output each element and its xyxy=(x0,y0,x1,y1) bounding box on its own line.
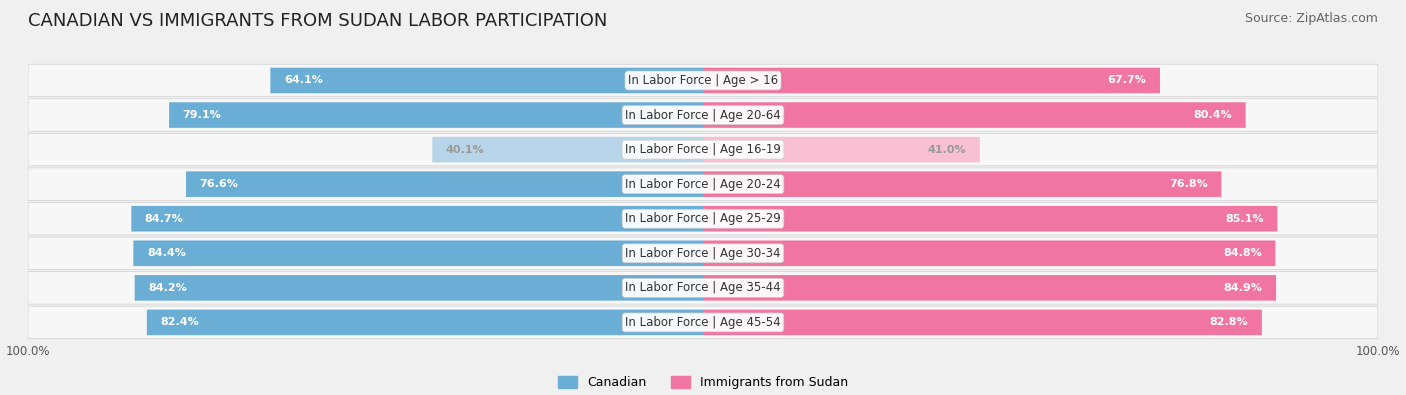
Text: 40.1%: 40.1% xyxy=(446,145,485,154)
Text: 64.1%: 64.1% xyxy=(284,75,323,85)
Text: 84.2%: 84.2% xyxy=(148,283,187,293)
Text: In Labor Force | Age > 16: In Labor Force | Age > 16 xyxy=(628,74,778,87)
Text: 82.4%: 82.4% xyxy=(160,318,200,327)
Text: In Labor Force | Age 25-29: In Labor Force | Age 25-29 xyxy=(626,212,780,225)
Text: 82.8%: 82.8% xyxy=(1209,318,1249,327)
FancyBboxPatch shape xyxy=(703,206,1278,231)
Text: 76.8%: 76.8% xyxy=(1168,179,1208,189)
Text: 84.8%: 84.8% xyxy=(1223,248,1261,258)
FancyBboxPatch shape xyxy=(703,275,1277,301)
Text: CANADIAN VS IMMIGRANTS FROM SUDAN LABOR PARTICIPATION: CANADIAN VS IMMIGRANTS FROM SUDAN LABOR … xyxy=(28,12,607,30)
FancyBboxPatch shape xyxy=(703,102,1246,128)
FancyBboxPatch shape xyxy=(169,102,703,128)
Text: In Labor Force | Age 45-54: In Labor Force | Age 45-54 xyxy=(626,316,780,329)
FancyBboxPatch shape xyxy=(432,137,703,162)
Text: 41.0%: 41.0% xyxy=(928,145,966,154)
Text: 79.1%: 79.1% xyxy=(183,110,221,120)
Text: 84.7%: 84.7% xyxy=(145,214,184,224)
FancyBboxPatch shape xyxy=(131,206,703,231)
FancyBboxPatch shape xyxy=(146,310,703,335)
FancyBboxPatch shape xyxy=(28,306,1378,339)
FancyBboxPatch shape xyxy=(134,241,703,266)
FancyBboxPatch shape xyxy=(135,275,703,301)
Text: In Labor Force | Age 30-34: In Labor Force | Age 30-34 xyxy=(626,247,780,260)
FancyBboxPatch shape xyxy=(703,171,1222,197)
Text: Source: ZipAtlas.com: Source: ZipAtlas.com xyxy=(1244,12,1378,25)
Text: 84.9%: 84.9% xyxy=(1223,283,1263,293)
FancyBboxPatch shape xyxy=(28,134,1378,166)
FancyBboxPatch shape xyxy=(703,310,1261,335)
FancyBboxPatch shape xyxy=(270,68,703,93)
FancyBboxPatch shape xyxy=(28,237,1378,269)
FancyBboxPatch shape xyxy=(28,64,1378,97)
Text: In Labor Force | Age 20-24: In Labor Force | Age 20-24 xyxy=(626,178,780,191)
FancyBboxPatch shape xyxy=(28,203,1378,235)
Text: 80.4%: 80.4% xyxy=(1194,110,1232,120)
FancyBboxPatch shape xyxy=(28,272,1378,304)
FancyBboxPatch shape xyxy=(186,171,703,197)
Text: 85.1%: 85.1% xyxy=(1225,214,1264,224)
Text: 67.7%: 67.7% xyxy=(1108,75,1146,85)
FancyBboxPatch shape xyxy=(28,168,1378,200)
FancyBboxPatch shape xyxy=(703,137,980,162)
Legend: Canadian, Immigrants from Sudan: Canadian, Immigrants from Sudan xyxy=(553,371,853,394)
Text: In Labor Force | Age 16-19: In Labor Force | Age 16-19 xyxy=(626,143,780,156)
FancyBboxPatch shape xyxy=(703,241,1275,266)
FancyBboxPatch shape xyxy=(703,68,1160,93)
Text: In Labor Force | Age 35-44: In Labor Force | Age 35-44 xyxy=(626,281,780,294)
Text: 84.4%: 84.4% xyxy=(146,248,186,258)
Text: In Labor Force | Age 20-64: In Labor Force | Age 20-64 xyxy=(626,109,780,122)
Text: 76.6%: 76.6% xyxy=(200,179,239,189)
FancyBboxPatch shape xyxy=(28,99,1378,131)
